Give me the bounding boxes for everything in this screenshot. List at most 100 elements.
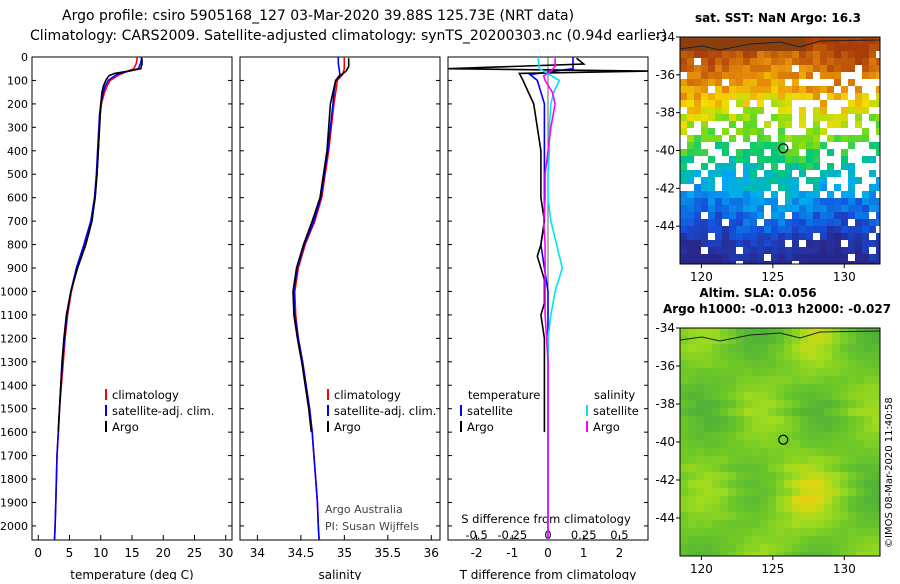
sst-cell — [841, 142, 848, 149]
sla-cell — [800, 448, 808, 456]
sla-cell — [864, 432, 872, 440]
sla-cell — [840, 416, 848, 424]
d-legend-label: Argo — [467, 420, 494, 434]
sla-cell — [760, 456, 768, 464]
sla-cell — [688, 416, 696, 424]
sst-cell — [862, 135, 869, 142]
sla-cell — [856, 400, 864, 408]
sla-cell — [696, 504, 704, 512]
sla-cell — [688, 408, 696, 416]
sst-cell — [820, 198, 827, 205]
sst-cell — [736, 65, 743, 72]
sst-cell — [785, 37, 792, 44]
sla-cell — [872, 440, 880, 448]
sla-cell — [840, 392, 848, 400]
sla-cell — [848, 472, 856, 480]
sla-cell — [832, 472, 840, 480]
sla-cell — [776, 424, 784, 432]
sla-cell — [784, 456, 792, 464]
sla-cell — [800, 352, 808, 360]
sst-cell — [792, 93, 799, 100]
sst-cell — [722, 163, 729, 170]
sst-cell — [785, 163, 792, 170]
sst-cell — [848, 247, 855, 254]
sst-cell — [722, 107, 729, 114]
sst-cell — [876, 86, 880, 93]
sla-cell — [872, 496, 880, 504]
sst-cell — [820, 51, 827, 58]
sla-cell — [848, 440, 856, 448]
sst-cell — [862, 184, 869, 191]
sst-cell — [869, 72, 876, 79]
sst-cell — [820, 79, 827, 86]
sst-cell — [764, 184, 771, 191]
sla-cell — [680, 448, 688, 456]
sst-cell — [841, 100, 848, 107]
sla-cell — [760, 448, 768, 456]
sla-cell — [712, 368, 720, 376]
sst-cell — [736, 142, 743, 149]
sla-heatmap-cells — [680, 328, 880, 556]
sla-cell — [856, 424, 864, 432]
sst-cell — [841, 93, 848, 100]
sla-cell — [792, 512, 800, 520]
sla-cell — [840, 336, 848, 344]
sst-cell — [820, 184, 827, 191]
sla-cell — [856, 504, 864, 512]
sst-cell — [862, 261, 869, 264]
depth-tick-label: 700 — [7, 215, 28, 228]
sst-cell — [876, 107, 880, 114]
sla-cell — [760, 472, 768, 480]
depth-tick-label: 400 — [7, 145, 28, 158]
sst-cell — [701, 72, 708, 79]
sst-cell — [743, 254, 750, 261]
sla-cell — [736, 400, 744, 408]
d-legend-label: satellite — [467, 404, 513, 418]
sst-cell — [715, 177, 722, 184]
sst-cell — [680, 177, 687, 184]
sst-cell — [687, 226, 694, 233]
sla-cell — [856, 392, 864, 400]
sst-cell — [841, 240, 848, 247]
sst-cell — [757, 121, 764, 128]
sla-cell — [736, 424, 744, 432]
sst-cell — [778, 128, 785, 135]
sla-cell — [856, 360, 864, 368]
sst-cell — [792, 37, 799, 44]
sst-cell — [785, 247, 792, 254]
sst-cell — [806, 128, 813, 135]
sst-cell — [834, 254, 841, 261]
sst-cell — [722, 149, 729, 156]
sla-cell — [728, 504, 736, 512]
sst-cell — [708, 100, 715, 107]
sst-cell — [848, 72, 855, 79]
sla-cell — [728, 400, 736, 408]
sst-cell — [827, 100, 834, 107]
sla-cell — [776, 352, 784, 360]
sst-cell — [750, 212, 757, 219]
sla-cell — [680, 456, 688, 464]
sst-cell — [715, 247, 722, 254]
d-legend-label: Argo — [593, 420, 620, 434]
sla-cell — [808, 368, 816, 376]
sla-cell — [704, 488, 712, 496]
sla-cell — [680, 520, 688, 528]
sst-cell — [834, 205, 841, 212]
s-legend-label: climatology — [334, 388, 401, 402]
sla-cell — [760, 504, 768, 512]
sst-cell — [694, 51, 701, 58]
sst-cell — [764, 100, 771, 107]
sla-cell — [696, 328, 704, 336]
sla-cell — [680, 424, 688, 432]
sst-cell — [806, 100, 813, 107]
sst-cell — [834, 191, 841, 198]
sst-cell — [792, 247, 799, 254]
sla-cell — [744, 344, 752, 352]
sst-cell — [855, 163, 862, 170]
sla-cell — [720, 368, 728, 376]
sst-cell — [820, 93, 827, 100]
sla-cell — [680, 528, 688, 536]
sst-cell — [876, 93, 880, 100]
sla-cell — [816, 352, 824, 360]
